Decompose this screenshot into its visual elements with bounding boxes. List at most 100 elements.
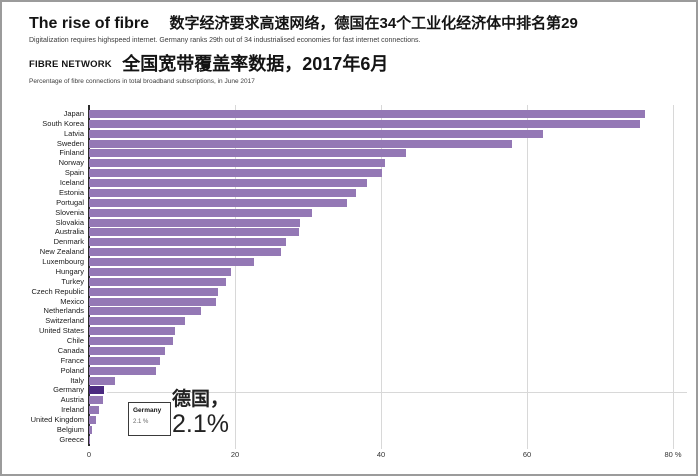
- bar-canada: [89, 346, 165, 355]
- bar-row: Latvia: [2, 129, 673, 139]
- bar-slovenia: [89, 208, 312, 217]
- bar-germany: [89, 386, 105, 395]
- annotation-value: 2.1%: [172, 410, 229, 438]
- country-label: France: [60, 355, 84, 365]
- bar-row: United Kingdom: [2, 415, 673, 425]
- bar-track: [89, 129, 673, 138]
- country-label: Sweden: [56, 138, 84, 148]
- bar-track: [89, 218, 673, 227]
- bar-row: Ireland: [2, 405, 673, 415]
- country-label: Finland: [59, 148, 84, 158]
- annotation-country-zh: 德国，: [172, 389, 230, 410]
- bar-track: [89, 416, 673, 425]
- bar-row: Denmark: [2, 237, 673, 247]
- bar-track: [89, 159, 673, 168]
- bar-row: Portugal: [2, 198, 673, 208]
- country-label: Slovenia: [55, 207, 84, 217]
- bar-track: [89, 119, 673, 128]
- callout-value-label: 2.1 %: [133, 419, 149, 425]
- bar-row: Japan: [2, 109, 673, 119]
- germany-reference-line: [107, 392, 687, 393]
- germany-callout-box: Germany 2.1 %: [128, 402, 171, 436]
- bar-row: Czech Republic: [2, 287, 673, 297]
- title-line: The rise of fibre 数字经济要求高速网络，德国在34个工业化经济…: [29, 12, 686, 33]
- subtitle: Digitalization requires highspeed intern…: [29, 37, 421, 44]
- bar-row: Italy: [2, 376, 673, 386]
- bar-track: [89, 149, 673, 158]
- x-axis-tick-labels: 0 20 40 60 80 %: [86, 450, 682, 462]
- bar-track: [89, 317, 673, 326]
- bar-sweden: [89, 139, 513, 148]
- bar-row: France: [2, 356, 673, 366]
- bar-row: Mexico: [2, 297, 673, 307]
- bar-united-kingdom: [89, 416, 97, 425]
- bar-row: Luxembourg: [2, 257, 673, 267]
- bar-row: Chile: [2, 336, 673, 346]
- bar-row: Germany: [2, 386, 673, 396]
- bar-greece: [89, 435, 91, 444]
- country-label: Spain: [64, 168, 84, 178]
- country-label: Slovakia: [55, 217, 84, 227]
- bar-turkey: [89, 277, 226, 286]
- country-label: Estonia: [58, 187, 84, 197]
- bar-latvia: [89, 129, 544, 138]
- bar-austria: [89, 396, 103, 405]
- bar-track: [89, 425, 673, 434]
- country-label: Mexico: [60, 296, 84, 306]
- country-label: Denmark: [53, 237, 84, 247]
- country-label: New Zealand: [39, 247, 84, 257]
- page-title-zh: 数字经济要求高速网络，德国在34个工业化经济体中排名第29: [169, 15, 578, 32]
- country-label: Latvia: [63, 128, 84, 138]
- x-tick-label: 0: [86, 450, 92, 459]
- bar-track: [89, 277, 673, 286]
- header: The rise of fibre 数字经济要求高速网络，德国在34个工业化经济…: [29, 12, 686, 85]
- country-label: Austria: [60, 395, 84, 405]
- bar-track: [89, 267, 673, 276]
- bar-estonia: [89, 188, 357, 197]
- page-title: The rise of fibre: [29, 15, 150, 32]
- bar-row: Hungary: [2, 267, 673, 277]
- bar-row: Austria: [2, 395, 673, 405]
- chart-title-line: FIBRE NETWORK 全国宽带覆盖率数据，2017年6月: [29, 50, 686, 76]
- x-tick-label: 60: [522, 450, 532, 459]
- country-label: Australia: [54, 227, 84, 237]
- bar-row: Canada: [2, 346, 673, 356]
- x-tick-label: 80 %: [664, 450, 682, 459]
- bar-track: [89, 406, 673, 415]
- country-label: Poland: [60, 365, 84, 375]
- bar-row: Poland: [2, 366, 673, 376]
- bar-track: [89, 248, 673, 257]
- country-label: South Korea: [42, 118, 84, 128]
- country-label: Norway: [58, 158, 84, 168]
- bar-track: [89, 169, 673, 178]
- bar-chile: [89, 337, 173, 346]
- bar-slovakia: [89, 218, 300, 227]
- bar-row: Belgium: [2, 425, 673, 435]
- bar-track: [89, 208, 673, 217]
- bar-finland: [89, 149, 406, 158]
- country-label: Turkey: [61, 276, 84, 286]
- germany-annotation: 德国， 2.1%: [172, 390, 229, 437]
- bar-row: South Korea: [2, 119, 673, 129]
- bar-new-zealand: [89, 248, 281, 257]
- bar-track: [89, 356, 673, 365]
- country-label: Hungary: [55, 266, 84, 276]
- bar-track: [89, 188, 673, 197]
- bar-track: [89, 435, 673, 444]
- bar-track: [89, 297, 673, 306]
- bar-row: Australia: [2, 228, 673, 238]
- bar-ireland: [89, 406, 100, 415]
- chart-description: Percentage of fibre connections in total…: [29, 78, 255, 85]
- bar-row: Estonia: [2, 188, 673, 198]
- gridline-80: [673, 105, 674, 449]
- bar-row: Spain: [2, 168, 673, 178]
- x-tick-label: 20: [230, 450, 240, 459]
- bar-france: [89, 356, 160, 365]
- bar-row: Iceland: [2, 178, 673, 188]
- country-label: Belgium: [56, 424, 84, 434]
- bar-portugal: [89, 198, 348, 207]
- bar-row: Slovakia: [2, 218, 673, 228]
- callout-country-label: Germany: [133, 407, 162, 414]
- bar-track: [89, 179, 673, 188]
